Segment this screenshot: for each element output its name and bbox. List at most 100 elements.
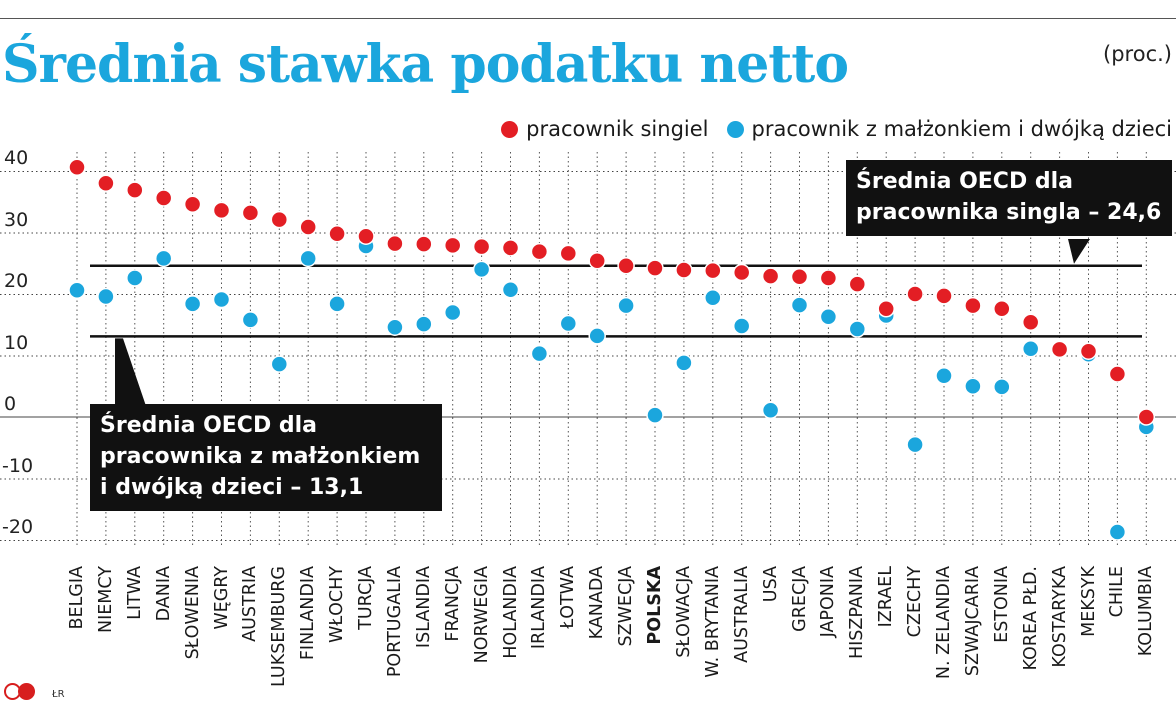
point-family bbox=[819, 308, 838, 326]
legend-label-family: pracownik z małżonkiem i dwójką dzieci bbox=[751, 117, 1173, 141]
x-tick-label: TURCJA bbox=[356, 566, 376, 630]
x-tick-label: USA bbox=[760, 566, 781, 603]
point-single bbox=[530, 242, 549, 261]
x-tick-label: FRANCJA bbox=[442, 566, 463, 642]
point-single bbox=[357, 227, 375, 245]
x-tick-label: LUKSEMBURG bbox=[269, 566, 290, 687]
point-single bbox=[675, 261, 693, 279]
y-tick-label: -20 bbox=[2, 516, 34, 538]
x-tick-label: IZRAEL bbox=[876, 566, 897, 628]
callout-family-average: Średnia OECD dla pracownika z małżonkiem… bbox=[90, 404, 442, 511]
point-family bbox=[328, 295, 346, 313]
point-single bbox=[964, 296, 982, 315]
x-tick-label: HOLANDIA bbox=[500, 566, 521, 659]
x-tick-label: MEKSYK bbox=[1078, 566, 1099, 637]
point-family bbox=[646, 406, 664, 424]
point-single bbox=[328, 224, 346, 243]
point-family bbox=[761, 401, 780, 419]
x-tick-label: N. ZELANDIA bbox=[934, 566, 954, 680]
x-tick-label: BELGIA bbox=[67, 566, 87, 630]
point-family bbox=[68, 281, 86, 300]
x-tick-label: AUSTRALIA bbox=[731, 566, 752, 663]
x-tick-label: HISZPANIA bbox=[847, 566, 868, 660]
y-tick-label: -10 bbox=[2, 454, 34, 477]
callout-family-line1: Średnia OECD dla bbox=[100, 413, 318, 438]
point-family bbox=[270, 355, 289, 373]
point-single bbox=[993, 300, 1011, 318]
point-single bbox=[443, 236, 462, 255]
point-single bbox=[848, 275, 867, 293]
point-family bbox=[241, 311, 260, 329]
x-tick-label: ESTONIA bbox=[991, 566, 1012, 643]
point-family bbox=[154, 249, 173, 268]
point-single bbox=[1050, 340, 1069, 359]
callout-single-average: Średnia OECD dla pracownika singla – 24,… bbox=[846, 160, 1172, 236]
x-tick-label: KANADA bbox=[587, 566, 608, 640]
point-single bbox=[501, 239, 520, 257]
callout-single-line1: Średnia OECD dla bbox=[856, 169, 1074, 194]
x-tick-label: WŁOCHY bbox=[327, 566, 348, 643]
point-single bbox=[935, 287, 953, 305]
point-single bbox=[906, 285, 924, 303]
x-tick-label: KOREA PŁD. bbox=[1020, 566, 1041, 671]
y-tick-label: 10 bbox=[4, 331, 29, 354]
point-family bbox=[415, 315, 433, 333]
point-family bbox=[790, 296, 809, 314]
point-family bbox=[559, 314, 578, 333]
point-family bbox=[183, 295, 202, 313]
x-tick-label: ISLANDIA bbox=[413, 566, 434, 649]
legend-item-family: pracownik z małżonkiem i dwójką dzieci bbox=[726, 117, 1173, 141]
callout-family-line2: pracownika z małżonkiem bbox=[100, 444, 421, 469]
point-family bbox=[935, 367, 953, 385]
y-tick-label: 20 bbox=[4, 270, 29, 292]
point-single bbox=[154, 189, 173, 207]
callout-pointer-family bbox=[115, 338, 146, 406]
point-single bbox=[877, 300, 895, 318]
point-family bbox=[588, 327, 606, 345]
point-family bbox=[848, 320, 867, 338]
point-single bbox=[761, 267, 780, 285]
point-single bbox=[559, 244, 578, 263]
point-single bbox=[732, 263, 751, 282]
point-single bbox=[415, 235, 433, 253]
point-family bbox=[126, 269, 144, 287]
point-single bbox=[704, 261, 722, 280]
x-tick-label: SZWAJCARIA bbox=[962, 566, 983, 677]
x-tick-label: KOSTARYKA bbox=[1049, 566, 1070, 668]
point-single bbox=[241, 204, 260, 222]
y-tick-label: 0 bbox=[4, 393, 17, 415]
point-family bbox=[386, 318, 404, 336]
point-single bbox=[646, 259, 664, 277]
x-tick-label: SŁOWENIA bbox=[182, 566, 203, 660]
x-tick-label: ŁOTWA bbox=[558, 566, 579, 629]
point-family bbox=[617, 296, 635, 315]
point-single bbox=[790, 268, 809, 286]
legend-swatch-family bbox=[726, 120, 744, 138]
unit-label: (proc.) bbox=[1103, 42, 1172, 66]
x-tick-label: PORTUGALIA bbox=[384, 566, 405, 678]
author-credit: ŁR bbox=[52, 689, 65, 700]
x-tick-label: JAPONIA bbox=[818, 566, 839, 638]
point-single bbox=[386, 234, 404, 253]
point-family bbox=[675, 354, 693, 372]
legend-item-single: pracownik singiel bbox=[501, 117, 709, 141]
y-tick-label: 30 bbox=[4, 208, 29, 231]
x-tick-label: GRECJA bbox=[789, 566, 810, 632]
point-single bbox=[1137, 408, 1156, 426]
y-tick-label: 40 bbox=[4, 147, 29, 169]
publisher-logo bbox=[4, 683, 35, 700]
point-family bbox=[472, 260, 491, 279]
legend: pracownik singiel pracownik z małżonkiem… bbox=[483, 117, 1172, 141]
callout-pointer-single bbox=[1068, 239, 1090, 264]
legend-label-single: pracownik singiel bbox=[526, 117, 709, 141]
chart-title: Średnia stawka podatku netto bbox=[2, 34, 849, 95]
point-family bbox=[501, 280, 520, 299]
point-family bbox=[906, 435, 924, 454]
point-family bbox=[704, 288, 722, 307]
x-tick-label: IRLANDIA bbox=[529, 566, 550, 650]
point-single bbox=[212, 201, 231, 220]
footer: ŁR bbox=[4, 683, 65, 700]
legend-swatch-single bbox=[501, 120, 519, 138]
callout-single-line2: pracownika singla – 24,6 bbox=[856, 200, 1162, 225]
point-family bbox=[97, 287, 115, 306]
